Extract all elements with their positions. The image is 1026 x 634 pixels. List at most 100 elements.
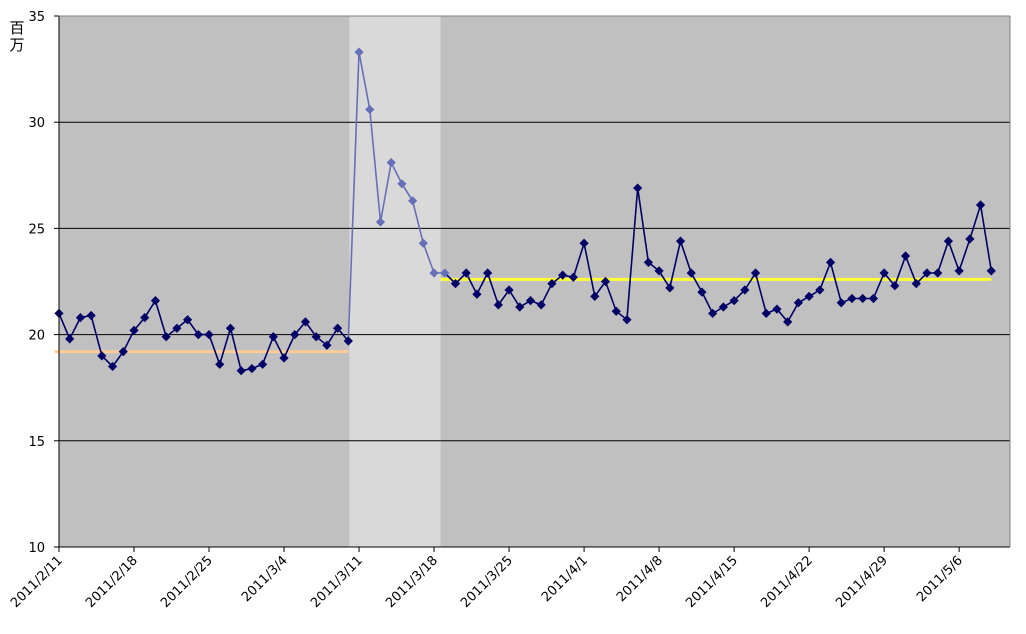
data-point-marker (225, 323, 236, 333)
data-point-marker (890, 281, 900, 291)
y-tick-label: 15 (28, 435, 45, 450)
x-tick-label: 2011/3/11 (308, 553, 366, 611)
data-point-marker (836, 298, 846, 308)
x-tick-label: 2011/4/29 (833, 553, 891, 611)
data-point-marker (515, 302, 525, 312)
data-point-marker (204, 330, 214, 340)
data-point-marker (386, 157, 396, 168)
data-point-marker (408, 196, 418, 206)
data-point-marker (793, 298, 803, 308)
data-point-marker (525, 296, 536, 306)
data-point-marker (129, 325, 139, 335)
data-point-marker (375, 217, 386, 227)
data-point-marker (504, 285, 514, 295)
data-point-marker (761, 308, 771, 318)
data-point-marker (986, 266, 996, 276)
y-tick-label: 20 (28, 329, 45, 344)
data-point-marker (933, 268, 943, 278)
data-point-marker (258, 359, 268, 369)
data-point-marker (172, 323, 182, 333)
data-point-marker (107, 361, 118, 372)
x-tick-label: 2011/3/18 (383, 553, 441, 611)
data-point-marker (590, 291, 600, 301)
data-point-marker (150, 296, 161, 306)
data-point-marker (365, 104, 375, 115)
series-line-1 (58, 298, 349, 372)
x-tick-label: 2011/3/25 (458, 553, 516, 611)
x-tick-label: 2011/4/1 (539, 553, 591, 605)
data-point-marker (247, 363, 257, 374)
data-point-marker (333, 323, 343, 333)
data-point-marker (697, 287, 707, 297)
x-tick-label: 2011/5/6 (914, 553, 966, 605)
data-point-marker (215, 359, 225, 369)
data-point-marker (343, 336, 353, 346)
data-point-marker (558, 270, 568, 280)
data-point-marker (322, 340, 332, 350)
data-point-marker (965, 234, 975, 244)
data-point-marker (236, 366, 246, 376)
data-point-marker (97, 351, 107, 361)
x-tick-label: 2011/4/8 (614, 553, 666, 605)
data-point-marker (300, 317, 311, 327)
data-point-marker (858, 293, 868, 304)
data-point-marker (65, 334, 75, 344)
data-point-marker (868, 293, 879, 304)
data-point-marker (643, 257, 653, 267)
data-point-marker (804, 291, 814, 301)
data-point-marker (879, 268, 889, 278)
data-point-marker (279, 353, 289, 363)
data-point-marker (772, 304, 782, 314)
data-point-marker (483, 268, 493, 278)
y-tick-label: 30 (28, 116, 45, 131)
data-point-marker (397, 179, 407, 189)
data-point-marker (182, 315, 193, 325)
x-tick-label: 2011/4/15 (683, 553, 741, 611)
y-tick-label: 25 (28, 222, 45, 237)
data-point-marker (429, 268, 439, 278)
data-point-marker (729, 296, 739, 306)
data-point-marker (911, 279, 921, 289)
data-point-marker (493, 300, 503, 310)
data-point-marker (740, 285, 750, 295)
shaded-period-band (349, 16, 441, 547)
data-point-marker (568, 272, 578, 282)
data-point-marker (118, 346, 128, 357)
data-point-marker (290, 330, 300, 340)
data-point-marker (268, 332, 278, 342)
data-point-marker (579, 238, 589, 248)
data-point-marker (461, 268, 471, 278)
x-tick-label: 2011/2/25 (158, 553, 216, 611)
data-point-marker (611, 306, 621, 316)
plot-area (59, 16, 1010, 547)
x-tick-label: 2011/3/4 (239, 553, 291, 605)
data-point-marker (675, 236, 686, 246)
data-point-marker (418, 238, 428, 248)
data-point-marker (536, 300, 546, 310)
data-point-marker (547, 279, 557, 289)
data-point-marker (311, 332, 321, 342)
data-point-marker (654, 266, 664, 276)
data-point-marker (86, 310, 96, 321)
y-tick-label: 35 (28, 10, 45, 25)
data-point-marker (600, 276, 611, 287)
series-line-2 (347, 51, 445, 342)
data-point-marker (943, 236, 954, 246)
data-point-marker (161, 332, 171, 342)
data-point-marker (708, 308, 718, 318)
data-point-marker (750, 268, 761, 278)
data-point-marker (900, 251, 911, 261)
data-point-marker (922, 268, 932, 278)
y-tick-label: 10 (28, 541, 45, 556)
data-point-marker (686, 268, 696, 278)
x-tick-label: 2011/2/11 (8, 553, 66, 611)
x-tick-label: 2011/4/22 (758, 553, 816, 611)
data-point-marker (975, 200, 986, 210)
data-point-marker (440, 268, 450, 278)
data-point-marker (718, 302, 728, 312)
data-point-marker (354, 47, 364, 57)
data-point-marker (633, 183, 643, 193)
data-point-marker (140, 313, 150, 323)
